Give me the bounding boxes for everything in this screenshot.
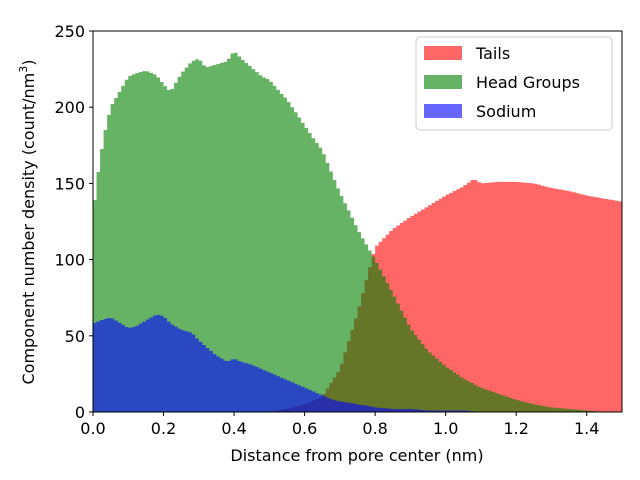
y-tick-label: 50	[65, 327, 85, 346]
y-axis: 0 50 100 150 200 250	[54, 22, 93, 422]
x-tick-label: 0.2	[151, 419, 176, 438]
x-tick-label: 0.8	[362, 419, 387, 438]
legend-label-head-groups: Head Groups	[476, 73, 580, 92]
series-tails	[93, 179, 622, 412]
x-tick-label: 1.2	[503, 419, 528, 438]
series-sodium	[93, 314, 622, 412]
x-tick-label: 0.4	[221, 419, 246, 438]
x-tick-label: 1.0	[433, 419, 458, 438]
plot-frame	[92, 30, 623, 413]
y-tick-label: 100	[54, 251, 85, 270]
legend-swatch-sodium	[424, 104, 462, 118]
y-tick-label: 0	[75, 403, 85, 422]
legend-label-sodium: Sodium	[476, 102, 536, 121]
y-tick-label: 250	[54, 22, 85, 41]
x-axis-label: Distance from pore center (nm)	[230, 446, 483, 465]
series-head-groups	[93, 52, 622, 412]
series-layer	[93, 52, 622, 412]
y-axis-label: Component number density (count/nm3)	[17, 59, 38, 384]
x-tick-label: 0.6	[292, 419, 317, 438]
y-tick-label: 150	[54, 174, 85, 193]
x-tick-label: 0.0	[80, 419, 105, 438]
plot-area	[92, 30, 623, 413]
x-tick-label: 1.4	[574, 419, 599, 438]
legend-frame	[415, 36, 613, 131]
legend-label-tails: Tails	[475, 44, 510, 63]
y-tick-label: 200	[54, 98, 85, 117]
legend-swatch-head-groups	[424, 75, 462, 89]
legend: Tails Head Groups Sodium	[415, 36, 613, 131]
x-axis: 0.0 0.2 0.4 0.6 0.8 1.0 1.2 1.4	[80, 412, 599, 438]
legend-swatch-tails	[424, 46, 462, 60]
